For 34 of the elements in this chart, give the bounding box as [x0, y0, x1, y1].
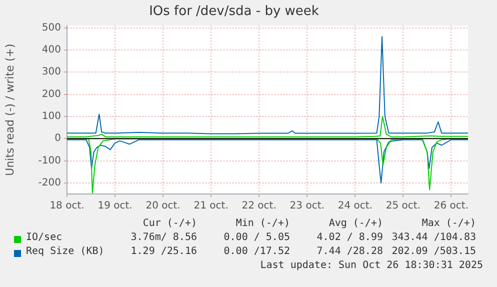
legend-label: Req Size (KB) — [26, 246, 104, 257]
x-tick-label: 20 oct. — [146, 200, 180, 212]
x-tick-label: 19 oct. — [98, 200, 132, 212]
text: Max (-/+) — [422, 218, 476, 229]
y-tick-label: 200 — [42, 88, 61, 100]
text: Avg (-/+) — [328, 218, 383, 229]
y-tick-label: -100 — [38, 155, 61, 166]
x-tick-label: 22 oct. — [242, 200, 276, 212]
text: 0.00 /17.52 — [224, 246, 290, 257]
y-tick-label: 100 — [42, 111, 61, 122]
y-tick-label: -200 — [38, 178, 61, 189]
text: 202.09 /503.15 — [392, 246, 476, 257]
x-tick-label: 18 oct. — [50, 200, 84, 212]
text: 343.44 /104.83 — [392, 232, 476, 243]
x-tick-label: 25 oct. — [386, 200, 420, 212]
text: 0.00 / 5.05 — [224, 232, 290, 243]
x-tick-label: 26 oct. — [434, 200, 469, 212]
y-tick-label: 0 — [54, 133, 61, 144]
y-tick-label: 500 — [42, 22, 61, 34]
text: 1.29 /25.16 — [130, 246, 197, 257]
text: Min (-/+) — [236, 218, 290, 229]
chart-title: IOs for /dev/sda - by week — [149, 4, 320, 20]
y-tick-label: 300 — [42, 66, 61, 78]
text: Cur (-/+) — [142, 218, 197, 229]
x-tick-label: 23 oct. — [290, 200, 324, 212]
text: Last update: Sun Oct 26 18:30:31 2025 — [260, 260, 483, 271]
text: 7.44 /28.28 — [316, 246, 383, 257]
text: 3.76m/ 8.56 — [130, 232, 197, 243]
x-tick-label: 24 oct. — [338, 200, 372, 212]
y-axis-title: Units read (-) / write (+) — [3, 44, 16, 176]
text: 4.02 / 8.99 — [316, 232, 383, 243]
legend-label: IO/sec — [26, 232, 62, 243]
y-tick-label: 400 — [42, 44, 61, 56]
x-tick-label: 21 oct. — [194, 200, 228, 212]
